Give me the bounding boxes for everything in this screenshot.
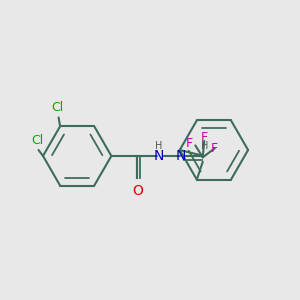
Text: N: N (176, 149, 186, 163)
Text: H: H (201, 141, 209, 151)
Text: F: F (186, 137, 193, 150)
Text: H: H (155, 141, 163, 151)
Text: Cl: Cl (51, 101, 63, 115)
Text: O: O (133, 184, 143, 198)
Text: F: F (201, 131, 208, 145)
Text: N: N (154, 149, 164, 163)
Text: F: F (211, 142, 218, 155)
Text: Cl: Cl (31, 134, 43, 147)
